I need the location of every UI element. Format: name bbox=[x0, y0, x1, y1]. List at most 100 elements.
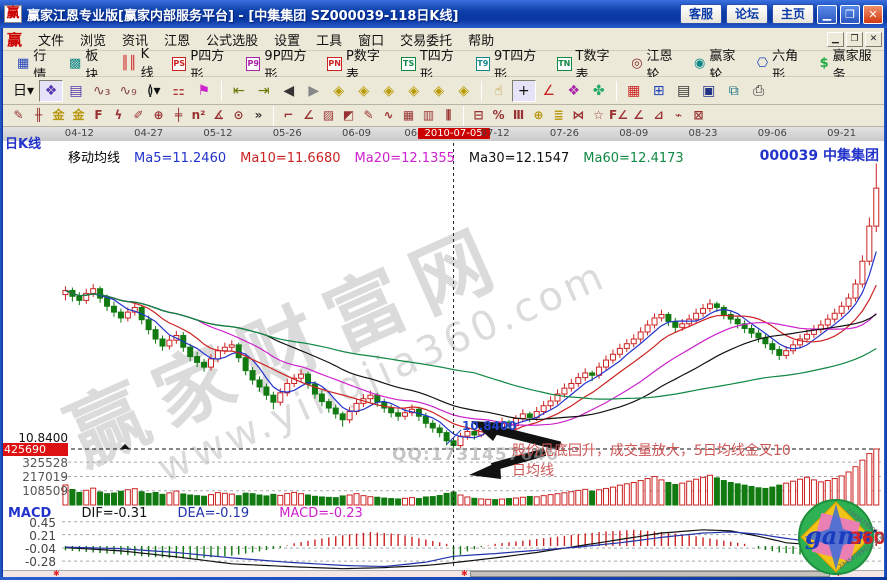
menu-item-2[interactable]: 资讯 bbox=[122, 33, 149, 49]
kline-panel-label: 日K线 bbox=[5, 137, 42, 152]
period-daily-dropdown[interactable]: 日▾ bbox=[13, 82, 35, 99]
compare-k-button[interactable]: ⚏ bbox=[172, 82, 185, 99]
shift-left-diamond[interactable]: ◈ bbox=[333, 82, 345, 99]
mdi-minimize-button[interactable]: ▁ bbox=[827, 31, 844, 47]
star-icon[interactable]: ☆ bbox=[593, 108, 604, 122]
draw-pen-icon[interactable]: ✎ bbox=[13, 108, 24, 122]
mdi-close-button[interactable]: ✕ bbox=[865, 31, 882, 47]
grid-table-icon[interactable]: ▦ bbox=[402, 108, 415, 122]
macd-legend: MACD DIF=-0.31 DEA=-0.19 MACD=-0.23 bbox=[8, 506, 389, 521]
shift-right-diamond[interactable]: ◈ bbox=[358, 82, 370, 99]
last-page-button[interactable]: ⇥ bbox=[257, 82, 270, 99]
triangle-icon[interactable]: ⊿ bbox=[653, 108, 664, 122]
p-square-button[interactable]: PS P四方形 bbox=[166, 43, 238, 85]
kline-icon: ║║ bbox=[120, 56, 137, 71]
window-layout-button[interactable]: ❖ bbox=[39, 79, 64, 102]
first-page-button[interactable]: ⇤ bbox=[232, 82, 245, 99]
bars-icon[interactable]: Ⅲ bbox=[512, 108, 525, 122]
lightning-icon[interactable]: ⌁ bbox=[674, 108, 683, 122]
menu-item-6[interactable]: 工具 bbox=[316, 33, 343, 49]
more-tools-chevron[interactable]: » bbox=[254, 108, 263, 122]
macd-scale-label: 0.45 bbox=[29, 516, 56, 530]
wheel-overlay-icon[interactable]: ⊕ bbox=[153, 108, 164, 122]
grid-table2-icon[interactable]: ▥ bbox=[422, 108, 435, 122]
menu-logo-icon: 赢 bbox=[7, 30, 23, 49]
circle-target-icon[interactable]: ⊙ bbox=[233, 108, 244, 122]
date-label: 04-27 bbox=[134, 128, 164, 139]
export-chart-button[interactable]: ⧉ bbox=[728, 82, 739, 99]
prev-bar-button[interactable]: ◀ bbox=[283, 82, 295, 99]
gann-tool-purple-button[interactable]: ❖ bbox=[567, 82, 580, 99]
menu-item-4[interactable]: 公式选股 bbox=[206, 33, 259, 49]
close-box-icon[interactable]: ⊠ bbox=[693, 108, 704, 122]
info-panel-button[interactable]: ▤ bbox=[69, 82, 83, 99]
close-button[interactable]: ✕ bbox=[863, 4, 883, 24]
price-low-label: 10.8400 bbox=[18, 431, 68, 445]
volume-scale-label: 325528 bbox=[22, 456, 68, 470]
spiral-icon[interactable]: ϟ bbox=[114, 108, 123, 122]
half-box-icon[interactable]: ◩ bbox=[342, 108, 355, 122]
print-button[interactable]: ⎙ bbox=[753, 82, 765, 99]
small-chart-3-button[interactable]: ∿₃ bbox=[93, 82, 111, 99]
gold-grid2-icon[interactable]: 金 bbox=[72, 108, 85, 122]
menu-item-3[interactable]: 江恩 bbox=[164, 33, 191, 49]
square-nine-icon[interactable]: n² bbox=[191, 108, 206, 122]
small-chart-9-button[interactable]: ∿₉ bbox=[119, 82, 137, 99]
t-square-button[interactable]: TS T四方形 bbox=[395, 43, 467, 85]
pattern-tool-button[interactable]: ✤ bbox=[592, 82, 605, 99]
maximize-button[interactable]: ❐ bbox=[840, 4, 860, 24]
menu-item-1[interactable]: 浏览 bbox=[80, 33, 107, 49]
expand-x-diamond[interactable]: ◈ bbox=[383, 82, 395, 99]
menu-item-8[interactable]: 交易委托 bbox=[400, 33, 453, 49]
angle2-icon[interactable]: ∠ bbox=[633, 108, 644, 122]
mdi-restore-button[interactable]: ❐ bbox=[846, 31, 863, 47]
gann-grid-icon[interactable]: ╫ bbox=[34, 108, 43, 122]
pan-hand-button[interactable]: ☝ bbox=[494, 82, 503, 99]
calendar-button[interactable]: ▦ bbox=[627, 82, 641, 99]
crosshair-button[interactable]: + bbox=[511, 79, 536, 102]
trend-pen-icon[interactable]: ✎ bbox=[363, 108, 374, 122]
full-view-diamond[interactable]: ◈ bbox=[458, 82, 470, 99]
shrink-x-diamond[interactable]: ◈ bbox=[408, 82, 420, 99]
low-price-annotation: 10.8400 bbox=[462, 419, 517, 433]
next-bar-button[interactable]: ▶ bbox=[308, 82, 320, 99]
gold-grid-icon[interactable]: 金 bbox=[52, 108, 65, 122]
menu-item-5[interactable]: 设置 bbox=[274, 33, 301, 49]
minimize-button[interactable]: ▁ bbox=[817, 4, 837, 24]
t-number-table-button[interactable]: TN T数字表 bbox=[551, 43, 623, 85]
marker-pen-icon[interactable]: ✐ bbox=[133, 108, 144, 122]
percent-icon[interactable]: % bbox=[492, 108, 505, 122]
horizontal-scrollbar[interactable]: ✱ ✱ ✱ bbox=[3, 569, 884, 578]
winner-service-icon: $ bbox=[819, 56, 829, 71]
expand-all-diamond[interactable]: ◈ bbox=[433, 82, 445, 99]
mark-flag-button[interactable]: ⚑ bbox=[197, 82, 210, 99]
candle-style-dropdown[interactable]: ≬▾ bbox=[146, 82, 161, 99]
main-toolbar: ▦ 行情 ▩ 板块 ║║ K线 PS P四方形 P9 9P四方形 PN P数字表 TS T四方形 T9 9T四… bbox=[3, 47, 884, 83]
comb-tool-icon[interactable]: ⫼ bbox=[445, 108, 452, 122]
gann-fan-icon[interactable]: ∠ bbox=[303, 108, 314, 122]
forum-button[interactable]: 论坛 bbox=[725, 4, 768, 24]
target-icon[interactable]: ⊕ bbox=[533, 108, 544, 122]
notes-button[interactable]: ▤ bbox=[677, 82, 691, 99]
box-tool-icon[interactable]: ⌐ bbox=[283, 108, 294, 122]
menu-item-7[interactable]: 窗口 bbox=[358, 33, 385, 49]
wave-tool-icon[interactable]: ∿ bbox=[383, 108, 394, 122]
menu-item-0[interactable]: 文件 bbox=[38, 33, 65, 49]
save-button[interactable]: ▣ bbox=[702, 82, 716, 99]
homepage-button[interactable]: 主页 bbox=[771, 4, 814, 24]
levels-icon[interactable]: ≣ bbox=[553, 108, 564, 122]
time-grid-icon[interactable]: ╪ bbox=[174, 108, 183, 122]
angle-measure-button[interactable]: ∠ bbox=[542, 82, 555, 99]
macd-value: MACD=-0.23 bbox=[279, 506, 363, 521]
angle-line-icon[interactable]: ∡ bbox=[213, 108, 224, 122]
menu-item-9[interactable]: 帮助 bbox=[468, 33, 495, 49]
calculator-button[interactable]: ⊞ bbox=[652, 82, 665, 99]
link-icon[interactable]: ⋈ bbox=[572, 108, 585, 122]
kline-button[interactable]: ║║ K线 bbox=[115, 45, 164, 83]
toolbar-separator bbox=[220, 80, 222, 101]
shade-box-icon[interactable]: ▨ bbox=[322, 108, 335, 122]
fibo-grid-icon[interactable]: F bbox=[94, 108, 103, 122]
customer-service-button[interactable]: 客服 bbox=[679, 4, 722, 24]
stats-icon[interactable]: ⊟ bbox=[473, 108, 484, 122]
fib-fan-icon[interactable]: F∠ bbox=[609, 108, 628, 122]
